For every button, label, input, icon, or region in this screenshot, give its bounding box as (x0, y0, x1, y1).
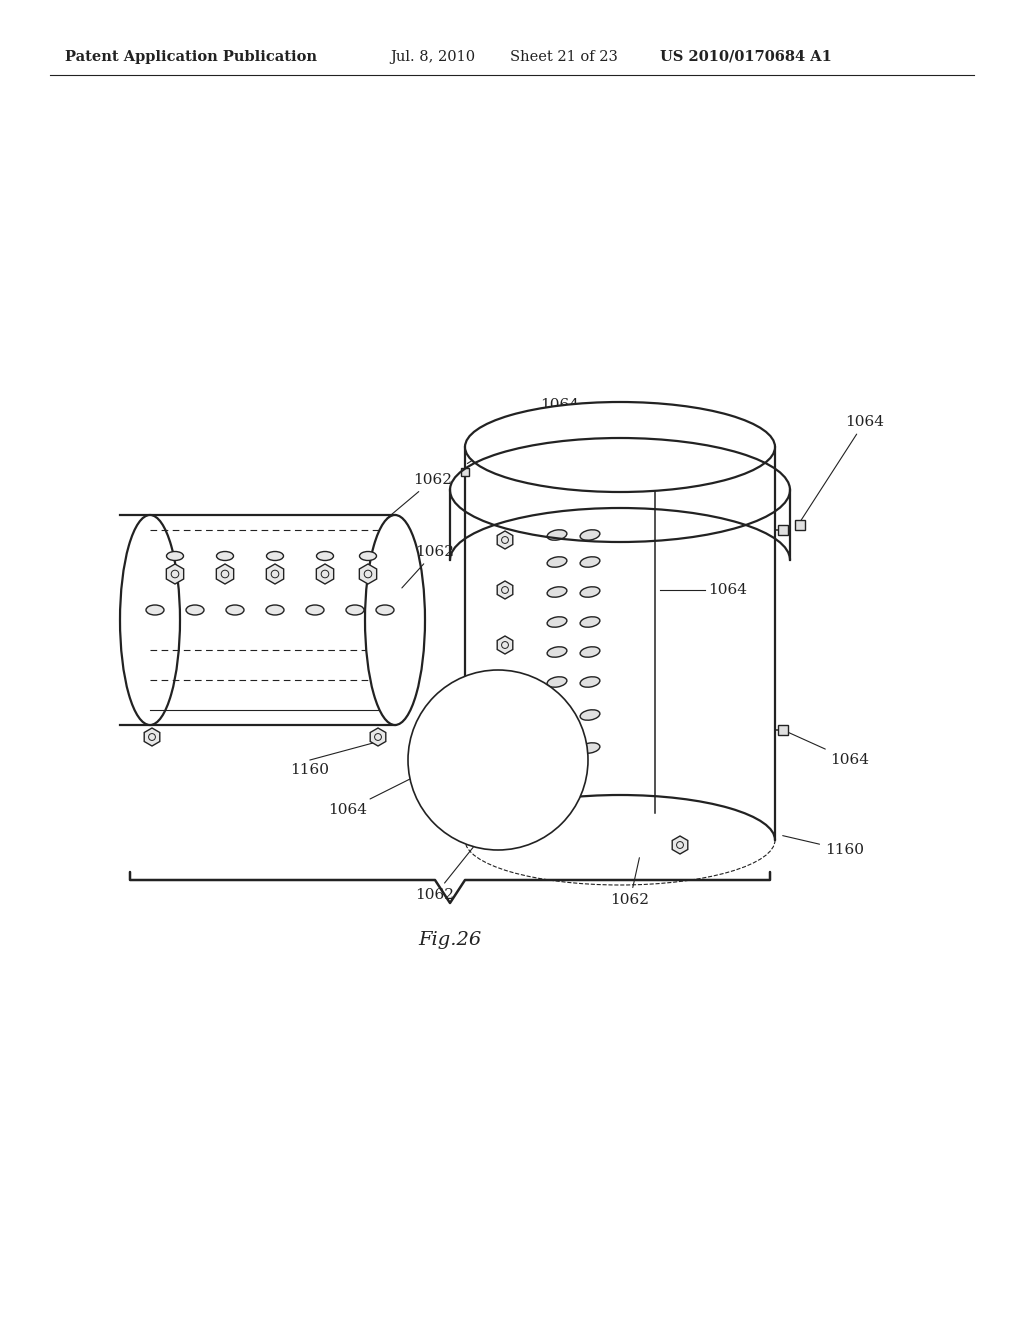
Polygon shape (778, 525, 787, 535)
Ellipse shape (547, 557, 567, 568)
Ellipse shape (504, 820, 522, 830)
Polygon shape (778, 725, 787, 735)
Polygon shape (316, 564, 334, 583)
Ellipse shape (581, 616, 600, 627)
Polygon shape (471, 792, 485, 808)
Ellipse shape (581, 529, 600, 540)
Text: 1064: 1064 (708, 583, 746, 597)
Ellipse shape (266, 605, 284, 615)
Ellipse shape (226, 605, 244, 615)
Ellipse shape (547, 743, 567, 754)
Ellipse shape (376, 605, 394, 615)
Ellipse shape (547, 710, 567, 721)
Ellipse shape (581, 743, 600, 754)
Text: 1064: 1064 (467, 399, 580, 463)
Circle shape (408, 671, 588, 850)
Text: US 2010/0170684 A1: US 2010/0170684 A1 (660, 50, 831, 63)
Text: 1160: 1160 (782, 836, 864, 857)
Polygon shape (498, 741, 513, 759)
Polygon shape (498, 690, 513, 709)
Ellipse shape (547, 677, 567, 688)
Ellipse shape (465, 403, 775, 492)
Polygon shape (498, 636, 513, 653)
Ellipse shape (547, 529, 567, 540)
Ellipse shape (167, 552, 183, 561)
Ellipse shape (146, 605, 164, 615)
Ellipse shape (504, 795, 522, 805)
Ellipse shape (266, 552, 284, 561)
Ellipse shape (547, 647, 567, 657)
Ellipse shape (186, 605, 204, 615)
Polygon shape (266, 564, 284, 583)
Ellipse shape (581, 710, 600, 721)
Text: 1062: 1062 (610, 858, 649, 907)
Text: 1160: 1160 (291, 763, 330, 777)
Polygon shape (498, 581, 513, 599)
Polygon shape (795, 520, 805, 529)
Ellipse shape (365, 515, 425, 725)
Ellipse shape (504, 743, 522, 752)
Polygon shape (371, 729, 386, 746)
Text: 1064: 1064 (785, 731, 869, 767)
Ellipse shape (306, 605, 324, 615)
Polygon shape (166, 564, 183, 583)
Polygon shape (461, 467, 469, 477)
Text: Jul. 8, 2010: Jul. 8, 2010 (390, 50, 475, 63)
Polygon shape (498, 531, 513, 549)
Ellipse shape (547, 587, 567, 597)
Text: 1064: 1064 (800, 414, 884, 523)
Polygon shape (471, 741, 485, 756)
Ellipse shape (359, 552, 377, 561)
Ellipse shape (346, 605, 364, 615)
Text: 1062: 1062 (416, 847, 473, 902)
Ellipse shape (504, 715, 522, 725)
Ellipse shape (216, 552, 233, 561)
Ellipse shape (581, 647, 600, 657)
Polygon shape (144, 729, 160, 746)
Text: 1062: 1062 (401, 545, 454, 587)
Text: 1062: 1062 (387, 473, 452, 519)
Ellipse shape (120, 515, 180, 725)
Text: Fig.26: Fig.26 (419, 931, 481, 949)
Ellipse shape (547, 616, 567, 627)
Ellipse shape (504, 770, 522, 780)
Polygon shape (672, 836, 688, 854)
Polygon shape (471, 767, 485, 783)
Ellipse shape (316, 552, 334, 561)
Text: Patent Application Publication: Patent Application Publication (65, 50, 317, 63)
Ellipse shape (581, 587, 600, 597)
Ellipse shape (581, 677, 600, 688)
Ellipse shape (581, 557, 600, 568)
Polygon shape (471, 711, 485, 729)
Polygon shape (216, 564, 233, 583)
Text: Sheet 21 of 23: Sheet 21 of 23 (510, 50, 617, 63)
Polygon shape (359, 564, 377, 583)
Text: 1064: 1064 (329, 776, 416, 817)
Polygon shape (471, 817, 485, 833)
